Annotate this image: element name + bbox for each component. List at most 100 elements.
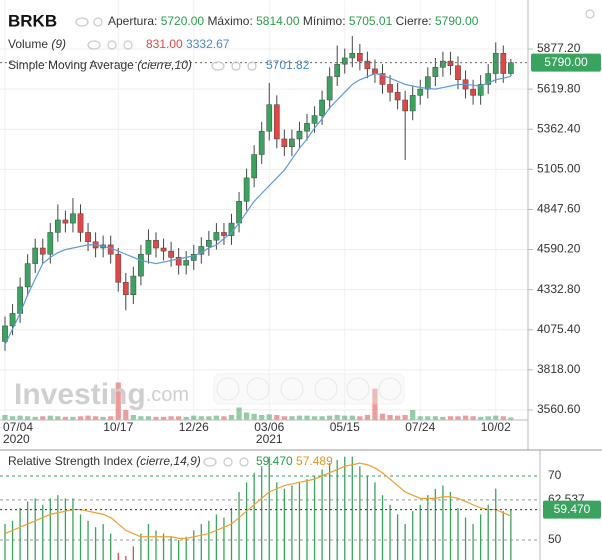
candle-body bbox=[492, 53, 499, 74]
volume-bar bbox=[93, 416, 99, 420]
volume-bar bbox=[349, 415, 355, 420]
y-tick-label: 4847.60 bbox=[537, 202, 581, 216]
volume-bar bbox=[259, 415, 265, 420]
volume-bar bbox=[221, 416, 227, 420]
zoom-button[interactable] bbox=[378, 377, 402, 401]
volume-bar bbox=[168, 416, 174, 420]
volume-bar bbox=[191, 415, 197, 420]
eye-icon[interactable] bbox=[75, 17, 89, 27]
volume-bar bbox=[402, 415, 408, 420]
candle-body bbox=[175, 257, 182, 266]
volume-legend: Volume (9) bbox=[8, 37, 66, 51]
zoom-button[interactable] bbox=[216, 377, 240, 401]
volume-name: Volume bbox=[8, 37, 48, 51]
rsi-last-box bbox=[543, 500, 601, 519]
volume-bar bbox=[40, 416, 46, 420]
volume-bar bbox=[387, 415, 393, 420]
candle-body bbox=[341, 57, 348, 65]
rsi-params: (cierre,14,9) bbox=[136, 454, 201, 468]
close-icon[interactable] bbox=[123, 40, 133, 50]
volume-bar bbox=[364, 415, 370, 420]
zoom-button[interactable] bbox=[314, 377, 338, 401]
y-tick-label: 50 bbox=[548, 532, 562, 546]
x-tick-label: 07/04 bbox=[3, 420, 33, 434]
ohlc-label: Apertura: bbox=[108, 14, 157, 28]
rsi-value: 59.470 bbox=[256, 454, 293, 468]
candle-body bbox=[326, 76, 333, 101]
y-tick-label: 5877.20 bbox=[537, 41, 581, 55]
volume-bar bbox=[478, 416, 484, 420]
volume-bar bbox=[25, 416, 31, 420]
volume-bar bbox=[2, 415, 8, 420]
x-tick-label: 03/06 bbox=[254, 420, 284, 434]
close-icon[interactable] bbox=[239, 457, 249, 467]
candle-body bbox=[394, 91, 401, 101]
volume-bar bbox=[85, 415, 91, 420]
candle-body bbox=[281, 138, 288, 148]
watermark-suffix: .com bbox=[146, 384, 189, 406]
volume-bar bbox=[32, 416, 38, 420]
volume-bar bbox=[266, 414, 272, 420]
candle-body bbox=[349, 53, 356, 59]
zoom-button[interactable] bbox=[346, 377, 370, 401]
candle-body bbox=[508, 62, 514, 74]
y-tick-label: 4075.40 bbox=[537, 322, 581, 336]
x-tick-label: 10/02 bbox=[481, 420, 511, 434]
candle-body bbox=[77, 213, 84, 233]
volume-bar bbox=[244, 412, 250, 420]
candle-body bbox=[138, 253, 144, 277]
candle-body bbox=[183, 260, 190, 266]
ohlc-value: 5705.01 bbox=[349, 14, 393, 28]
eye-icon[interactable] bbox=[203, 457, 217, 467]
close-icon[interactable] bbox=[247, 61, 257, 71]
volume-bar bbox=[455, 416, 461, 420]
icons bbox=[75, 9, 595, 467]
candle-body bbox=[372, 68, 378, 74]
y-tick-label: 5105.00 bbox=[537, 162, 581, 176]
zoom-button[interactable] bbox=[280, 377, 304, 401]
candle-body bbox=[379, 73, 386, 85]
settings-icon[interactable] bbox=[107, 40, 117, 50]
ohlc-label: Máximo: bbox=[207, 14, 252, 28]
ohlc-value: 5814.00 bbox=[256, 14, 300, 28]
eye-icon[interactable] bbox=[211, 61, 225, 71]
volume-bar bbox=[213, 415, 219, 420]
candle-body bbox=[168, 250, 174, 258]
candle-body bbox=[409, 95, 416, 112]
volume-bar bbox=[228, 415, 235, 420]
settings-icon[interactable] bbox=[223, 457, 233, 467]
rsi-legend: Relative Strength Index (cierre,14,9) bbox=[8, 454, 201, 468]
x-year-label: 2020 bbox=[3, 432, 30, 446]
zoom-button[interactable] bbox=[246, 377, 270, 401]
volume-bar bbox=[357, 416, 363, 420]
y-tick-label: 3560.60 bbox=[537, 402, 581, 416]
eye-icon[interactable] bbox=[87, 40, 101, 50]
volume-bar bbox=[410, 410, 416, 420]
candle-body bbox=[364, 60, 371, 70]
volume-bar bbox=[417, 416, 423, 420]
candle-body bbox=[198, 246, 205, 255]
candle-body bbox=[447, 60, 454, 66]
volume-bar bbox=[470, 416, 476, 420]
candle-body bbox=[357, 53, 363, 62]
volume-bar bbox=[138, 416, 144, 420]
candle-body bbox=[424, 76, 431, 90]
volume-bar bbox=[319, 416, 325, 420]
settings-icon[interactable] bbox=[231, 61, 241, 71]
volume-bar bbox=[432, 416, 438, 420]
volume-bar bbox=[130, 415, 136, 420]
settings-icon[interactable] bbox=[93, 17, 103, 27]
volume-bar bbox=[62, 416, 68, 420]
volume-bar bbox=[304, 415, 310, 420]
volume-bar bbox=[462, 415, 469, 420]
zoom-controls bbox=[213, 373, 405, 405]
ohlc-label: Cierre: bbox=[396, 14, 432, 28]
volume-values: 831.00 3332.67 bbox=[146, 37, 230, 51]
candle-body bbox=[55, 219, 61, 233]
volume-bar bbox=[176, 416, 182, 420]
settings-icon[interactable] bbox=[585, 9, 595, 19]
rsi-last-label: 59.470 bbox=[554, 502, 591, 516]
candle-body bbox=[334, 63, 341, 77]
